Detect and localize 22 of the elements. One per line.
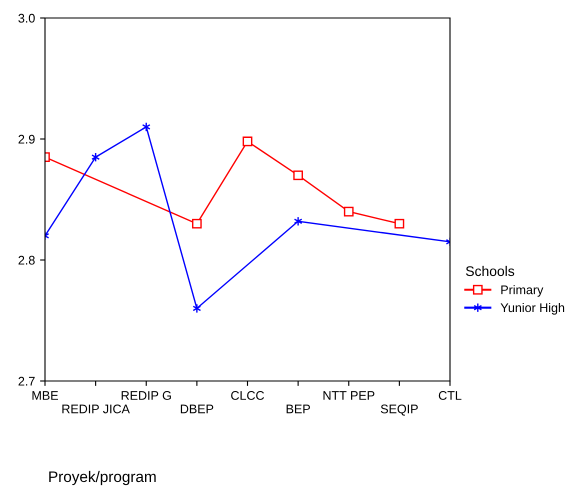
point xyxy=(394,218,404,229)
x-tick-label: CTL xyxy=(438,391,462,400)
y-tick-label: 2.7 xyxy=(18,376,35,386)
legend-title: Schools xyxy=(466,266,514,276)
x-tick-label: SEQIP xyxy=(380,404,418,416)
y-tick-label: 2.8 xyxy=(18,256,35,265)
y-tick-label: 2.9 xyxy=(18,134,35,144)
point xyxy=(293,170,303,180)
point xyxy=(192,218,202,229)
point xyxy=(344,206,354,216)
x-tick-label: REDIP G xyxy=(122,391,171,400)
x-axis-title: Proyek/program xyxy=(49,470,156,486)
x-tick-label: DBEP xyxy=(180,404,214,414)
x-tick-label: MBE xyxy=(32,391,58,400)
legend-label: Primary xyxy=(501,285,544,297)
x-tick-label: CLCC xyxy=(231,391,264,400)
x-tick-label: BEP xyxy=(286,404,310,414)
x-tick-label: REDIP JICA xyxy=(62,404,130,414)
point xyxy=(242,136,252,146)
x-tick-label: NTT PEP xyxy=(323,391,374,400)
legend-label: Yunior High xyxy=(500,302,564,315)
y-tick-label: 3.0 xyxy=(18,14,35,23)
